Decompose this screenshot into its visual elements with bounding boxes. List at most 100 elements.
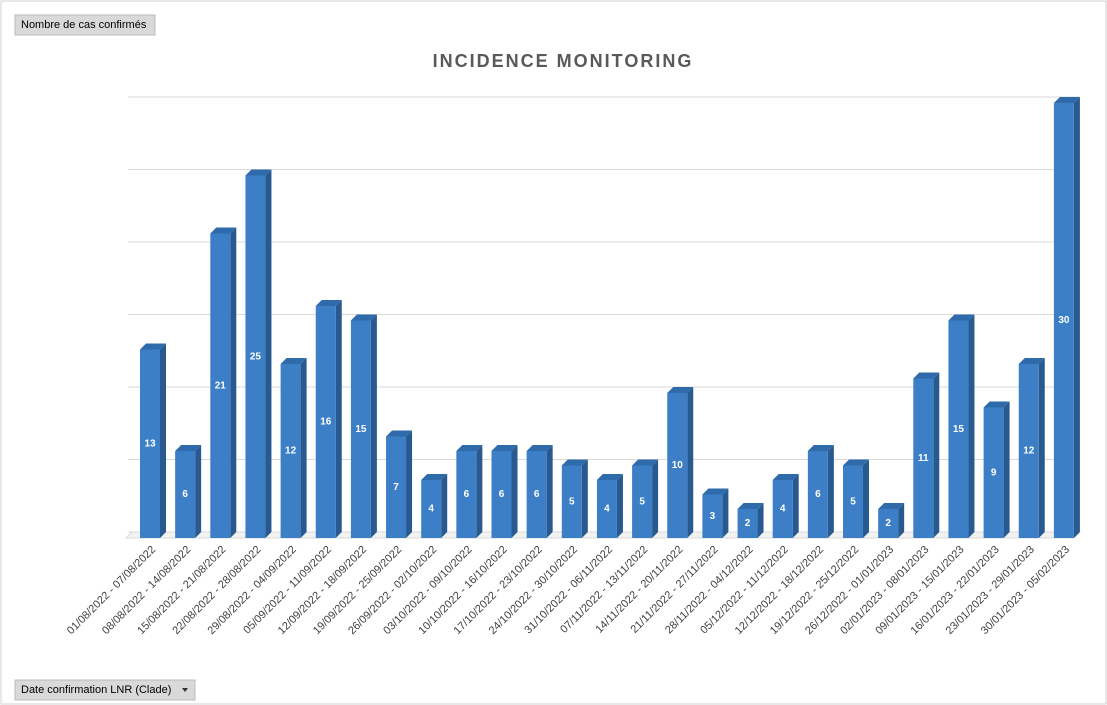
bar-top xyxy=(315,300,342,306)
value-label: 5 xyxy=(569,496,575,507)
bar-side xyxy=(370,314,377,538)
bar-top xyxy=(421,474,448,480)
bar xyxy=(1053,103,1074,538)
bar xyxy=(948,320,969,538)
value-label: 10 xyxy=(672,460,684,471)
bar-top xyxy=(983,401,1010,408)
axis-field-label: Date confirmation LNR (Clade) xyxy=(21,684,171,696)
bar-side xyxy=(968,314,975,538)
bar xyxy=(772,480,793,538)
bar-side xyxy=(933,372,940,538)
value-label: 2 xyxy=(745,518,751,529)
bar xyxy=(737,509,758,538)
bar xyxy=(421,480,442,538)
value-label: 11 xyxy=(918,453,929,464)
value-label: 15 xyxy=(953,424,965,435)
value-label: 4 xyxy=(428,504,434,515)
bar-side xyxy=(792,474,799,538)
value-label: 25 xyxy=(250,351,262,362)
bar xyxy=(350,320,371,538)
value-label: 16 xyxy=(320,417,332,428)
bar xyxy=(315,306,336,538)
value-label: 4 xyxy=(780,504,786,515)
bar-side xyxy=(511,445,518,538)
value-label: 9 xyxy=(991,467,997,478)
value-label: 13 xyxy=(144,438,156,449)
bar xyxy=(526,451,547,538)
bar-top xyxy=(561,459,588,466)
bar-top xyxy=(140,343,166,350)
bar-top xyxy=(280,358,307,364)
bar xyxy=(245,175,266,538)
bar-side xyxy=(1038,358,1045,538)
bar-side xyxy=(616,474,623,538)
value-label: 6 xyxy=(464,489,470,500)
bar-top xyxy=(843,459,869,466)
bar-top xyxy=(772,474,799,480)
bar-top xyxy=(632,459,659,466)
bar xyxy=(1018,364,1039,538)
value-field-button[interactable] xyxy=(14,14,156,36)
bar-side xyxy=(546,445,553,538)
bar xyxy=(913,378,934,538)
value-label: 5 xyxy=(639,496,645,507)
bar-side xyxy=(581,459,588,538)
dropdown-arrow xyxy=(182,688,188,692)
bar-top xyxy=(350,314,377,321)
bar-top xyxy=(1018,358,1045,364)
bar-side xyxy=(863,459,869,538)
value-label: 30 xyxy=(1058,315,1070,326)
bar xyxy=(983,407,1004,538)
bar-side xyxy=(230,227,237,538)
bar-side xyxy=(827,445,834,538)
bar-top xyxy=(702,488,729,495)
bar-side xyxy=(335,300,342,538)
value-field-label: Nombre de cas confirmés xyxy=(21,19,147,31)
bar-top xyxy=(807,445,834,451)
bar xyxy=(491,451,512,538)
bar xyxy=(210,233,231,538)
bar-side xyxy=(406,430,413,538)
bar-top xyxy=(245,169,272,176)
axis-field-button[interactable] xyxy=(14,679,196,701)
bar-top xyxy=(737,503,764,509)
bar xyxy=(140,349,160,538)
bar-side xyxy=(160,343,166,538)
bar-side xyxy=(195,445,202,538)
value-label: 2 xyxy=(885,518,891,529)
bar xyxy=(386,436,407,538)
bar-top xyxy=(948,314,975,321)
bar xyxy=(596,480,617,538)
bar-side xyxy=(757,503,764,538)
bar-top xyxy=(456,445,483,451)
bar xyxy=(702,494,723,538)
value-label: 12 xyxy=(285,446,297,457)
bar-top xyxy=(210,227,237,234)
bar-side xyxy=(722,488,729,538)
value-label: 6 xyxy=(815,489,821,500)
bar xyxy=(843,465,863,538)
value-label: 6 xyxy=(499,489,505,500)
value-label: 21 xyxy=(215,380,227,391)
bar-side xyxy=(1003,401,1010,538)
bar-top xyxy=(526,445,553,451)
bar-top xyxy=(1053,97,1080,103)
bar-top xyxy=(175,445,202,451)
bar xyxy=(807,451,828,538)
bar-side xyxy=(265,169,272,538)
bar-top xyxy=(386,430,413,437)
value-label: 3 xyxy=(710,511,716,522)
bar-side xyxy=(476,445,483,538)
bar-side xyxy=(441,474,448,538)
chart-title: INCIDENCE MONITORING xyxy=(433,51,694,71)
value-label: 12 xyxy=(1023,446,1035,457)
bar xyxy=(456,451,477,538)
value-label: 5 xyxy=(850,496,856,507)
bar xyxy=(175,451,196,538)
value-label: 7 xyxy=(393,482,399,493)
bar-side xyxy=(652,459,659,538)
bar xyxy=(632,465,653,538)
bar xyxy=(561,465,582,538)
